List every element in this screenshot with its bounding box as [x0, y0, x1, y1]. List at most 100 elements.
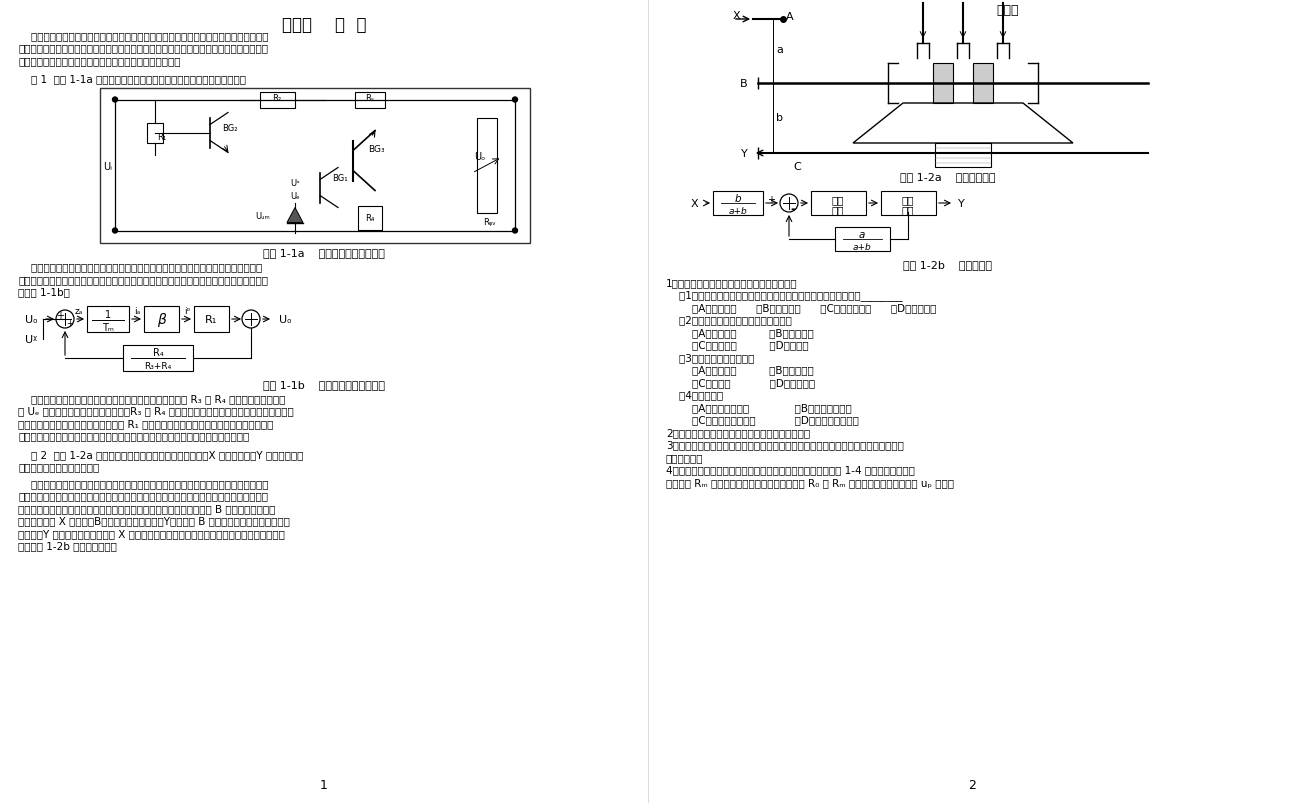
Text: +: + [767, 195, 775, 205]
Text: 例图 1-2a    简单液压系统: 例图 1-2a 简单液压系统 [901, 172, 995, 181]
Text: 例 2  例图 1-2a 为一种简单液压系统工作原理图。其中，X 为输入位移，Y 为输出位移，: 例 2 例图 1-2a 为一种简单液压系统工作原理图。其中，X 为输入位移，Y … [18, 450, 303, 459]
Circle shape [512, 98, 517, 103]
Text: 例图 1-1a    晶体管稳压电源电路图: 例图 1-1a 晶体管稳压电源电路图 [263, 248, 385, 259]
Bar [713, 192, 763, 216]
Text: -: - [791, 202, 796, 215]
Text: 第一章    概  论: 第一章 概 论 [281, 16, 367, 34]
Text: BG₃: BG₃ [368, 145, 385, 154]
Text: 1: 1 [105, 310, 111, 320]
Text: R₃+R₄: R₃+R₄ [144, 362, 171, 371]
Text: 3．举出五个身边控制系统的例子，试用职能方块图说明其基本原理，并指出是开环还: 3．举出五个身边控制系统的例子，试用职能方块图说明其基本原理，并指出是开环还 [666, 440, 903, 450]
Text: 动力: 动力 [902, 195, 914, 205]
Text: 试画出该系统的职能方块图。: 试画出该系统的职能方块图。 [18, 462, 100, 472]
Text: 是闭环控制。: 是闭环控制。 [666, 452, 704, 463]
Text: 1．在给出的几种答案里，选择出正确的答案。: 1．在给出的几种答案里，选择出正确的答案。 [666, 278, 797, 287]
Text: 的比较点。当 X 向左时，B点亦向左，而高压油使Y向右，将 B 点拉回到原来的中点，堆住了: 的比较点。当 X 向左时，B点亦向左，而高压油使Y向右，将 B 点拉回到原来的中… [18, 516, 290, 526]
Text: Uₒ: Uₒ [474, 151, 486, 161]
Text: Uᵢ: Uᵢ [102, 161, 111, 171]
Text: a: a [859, 230, 866, 240]
Text: 解：该系统是一种阀控液压油缸。当阀向左移动时，高压油从左端进入动力油缸，推动: 解：该系统是一种阀控液压油缸。当阀向左移动时，高压油从左端进入动力油缸，推动 [18, 479, 268, 488]
Bar [355, 92, 385, 108]
Text: +: + [66, 319, 74, 328]
Text: （C）都没有；          （D）都有。: （C）都没有； （D）都有。 [666, 340, 809, 350]
Text: Uᵡ: Uᵡ [25, 335, 38, 344]
Text: a+b: a+b [853, 243, 871, 251]
Text: BG₁: BG₁ [332, 173, 347, 183]
Text: 值系统，要明确基准是什么量；还应当清楚输入和输出量是什么。对于本题，可画出方块图: 值系统，要明确基准是什么量；还应当清楚输入和输出量是什么。对于本题，可画出方块图 [18, 275, 268, 284]
Text: 高压油，Y 的运动也随之停下；当 X 向右时，其运动完全类似，只是运动方向相反。由此可画: 高压油，Y 的运动也随之停下；当 X 向右时，其运动完全类似，只是运动方向相反。… [18, 528, 285, 538]
Text: b: b [735, 194, 741, 204]
Bar [934, 144, 991, 168]
Text: β: β [157, 312, 166, 327]
Text: 2: 2 [968, 778, 976, 791]
Text: b: b [776, 113, 783, 123]
Text: 与电位器 Rₘ 的电刷机构联结。因此，由电位器 R₀ 和 Rₘ 组成桥式线路的输出电压 uₚ 与记录: 与电位器 Rₘ 的电刷机构联结。因此，由电位器 R₀ 和 Rₘ 组成桥式线路的输… [666, 478, 954, 487]
Bar [194, 307, 229, 332]
Bar [933, 64, 953, 104]
Text: 理和组成环节。学会将简单系统原理图抄象成职能方块图。: 理和组成环节。学会将简单系统原理图抄象成职能方块图。 [18, 56, 180, 66]
Bar [123, 345, 193, 372]
Bar [260, 92, 295, 108]
Text: Uₒ: Uₒ [25, 315, 38, 324]
Text: A: A [785, 12, 793, 22]
Text: （A）开环不振荡；              （B）闭环不振荡；: （A）开环不振荡； （B）闭环不振荡； [666, 402, 851, 413]
Text: 和反馈控制的概念及控制系统的分类，开环控制与闭环控制的区别；闭环控制系统的基本原: 和反馈控制的概念及控制系统的分类，开环控制与闭环控制的区别；闭环控制系统的基本原 [18, 43, 268, 54]
Text: iₐ: iₐ [133, 307, 140, 316]
Text: （1）以同等精度元件组成的开环系统和闭环系统，其精度比较为________: （1）以同等精度元件组成的开环系统和闭环系统，其精度比较为________ [666, 290, 902, 301]
Text: 电流增大，集电极电流随之增大，降在 R₁ 两端的电压也随增加，于是输出电压相应减小。: 电流增大，集电极电流随之增大，降在 R₁ 两端的电压也随增加，于是输出电压相应减… [18, 418, 273, 429]
Text: 例图 1-2b    职能方块图: 例图 1-2b 职能方块图 [903, 259, 993, 270]
Text: 高压油: 高压油 [997, 4, 1019, 17]
Text: 例 1  例图 1-1a 为晶体管直流稳压电源电路图。试画出其系统方块图。: 例 1 例图 1-1a 为晶体管直流稳压电源电路图。试画出其系统方块图。 [18, 75, 246, 84]
Text: zₐ: zₐ [75, 307, 83, 316]
Text: X: X [734, 11, 740, 21]
Text: Tₘ: Tₘ [102, 323, 114, 332]
Polygon shape [286, 208, 303, 223]
Text: （A）开环有；          （B）闭环有；: （A）开环有； （B）闭环有； [666, 328, 814, 337]
Text: +: + [56, 311, 64, 320]
Text: 如例图 1-1b。: 如例图 1-1b。 [18, 287, 70, 297]
Text: Uₑ: Uₑ [290, 192, 299, 201]
Text: 4．函数记录仪是一种自动记录电压信号的设备，其原理如题图 1-4 所示。其中记录笔: 4．函数记录仪是一种自动记录电压信号的设备，其原理如题图 1-4 所示。其中记录… [666, 465, 915, 475]
Text: BG₂: BG₂ [222, 124, 237, 132]
Text: 压 Uₑ 比较。如果输出电压偏高，则经R₃ 和 R₄ 分压后电压也偏高，使与之相连的晶体管基极: 压 Uₑ 比较。如果输出电压偏高，则经R₃ 和 R₄ 分压后电压也偏高，使与之相… [18, 406, 294, 416]
Text: （2）系统的输出信号对控制作用的影响: （2）系统的输出信号对控制作用的影响 [666, 315, 792, 325]
Bar [100, 88, 530, 243]
Text: 操纵: 操纵 [832, 195, 844, 205]
Text: （C）都强；            （D）都不强。: （C）都强； （D）都不强。 [666, 377, 815, 388]
Text: X: X [691, 199, 699, 209]
Bar [973, 64, 993, 104]
Circle shape [512, 229, 517, 234]
Bar [835, 228, 890, 251]
Text: a+b: a+b [728, 206, 748, 215]
Text: 本章要求学生了解控制系统的基本概念、研究对象及任务，了解系统的信息传递、反馈: 本章要求学生了解控制系统的基本概念、研究对象及任务，了解系统的信息传递、反馈 [18, 31, 268, 41]
Text: （A）开环强；          （B）闭环强；: （A）开环强； （B）闭环强； [666, 365, 814, 375]
Bar [811, 192, 866, 216]
Text: R₁: R₁ [205, 315, 218, 324]
Text: C: C [793, 161, 801, 172]
Text: B: B [740, 79, 748, 89]
Text: 1: 1 [320, 778, 328, 791]
Bar [146, 124, 163, 143]
Text: （3）对于系统抗干扰能力: （3）对于系统抗干扰能力 [666, 353, 754, 362]
Text: Uᵇ: Uᵇ [290, 179, 299, 188]
Text: a: a [776, 45, 783, 55]
Text: 解：在抄象出闭环系统方块图时，首先要抓住比较点，搞清比较的是什么量；对于恒: 解：在抄象出闭环系统方块图时，首先要抓住比较点，搞清比较的是什么量；对于恒 [18, 262, 262, 272]
Text: Uᵤₘ: Uᵤₘ [255, 212, 270, 221]
Text: （A）开环高；      （B）闭环高；      （C）相差不多；      （D）一样高。: （A）开环高； （B）闭环高； （C）相差不多； （D）一样高。 [666, 303, 937, 312]
Text: Rₛ: Rₛ [365, 94, 375, 103]
Bar [144, 307, 179, 332]
Text: 出如例图 1-2b 的职能方块图。: 出如例图 1-2b 的职能方块图。 [18, 541, 117, 551]
Text: 活塞: 活塞 [902, 205, 914, 214]
Text: 本题直流稳压电源的基准是稳压管的电压，输出电压通过 R₃ 和 R₄ 分压后与稳压管的电: 本题直流稳压电源的基准是稳压管的电压，输出电压通过 R₃ 和 R₄ 分压后与稳压… [18, 393, 285, 403]
Text: 动力活塞向右移动；当阀向右移动时，高压油则从右端进入动力油缸，推动动力活塞向左移: 动力活塞向右移动；当阀向右移动时，高压油则从右端进入动力油缸，推动动力活塞向左移 [18, 491, 268, 501]
Text: R₁: R₁ [157, 132, 166, 142]
Text: Y: Y [741, 149, 748, 159]
Bar [881, 192, 936, 216]
Text: R₂: R₂ [272, 94, 281, 103]
Text: Y: Y [958, 199, 964, 209]
Circle shape [113, 98, 118, 103]
Text: 2．试比较开环控制系统和闭环控制系统的优缺点。: 2．试比较开环控制系统和闭环控制系统的优缺点。 [666, 427, 810, 438]
Text: 反之，如果输出电压偏低，则通过类似的过程使输出电压增大，以达到稳压的作用。: 反之，如果输出电压偏低，则通过类似的过程使输出电压增大，以达到稳压的作用。 [18, 431, 249, 441]
Text: 动；当阀的位置居中时，动力活塞也就停止移动。因此，阀的位移，即 B 点的位移是该系统: 动；当阀的位置居中时，动力活塞也就停止移动。因此，阀的位移，即 B 点的位移是该… [18, 503, 275, 513]
Bar [87, 307, 130, 332]
